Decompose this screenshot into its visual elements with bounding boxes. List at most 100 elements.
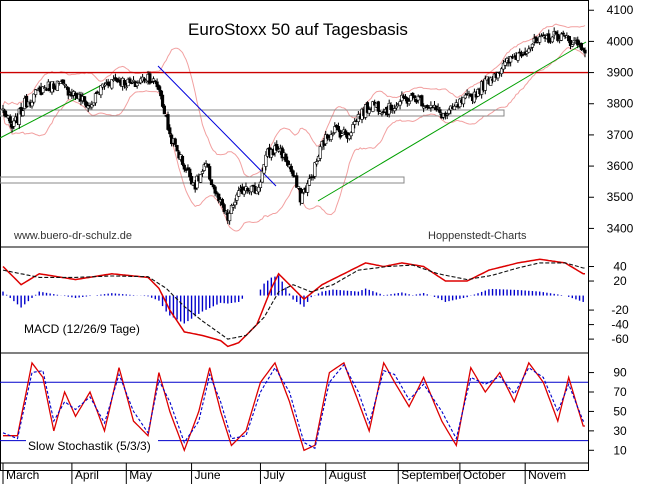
stochastic-lines [2,361,585,453]
candle-body [12,120,16,127]
candle-body [160,94,165,107]
candle-body [409,95,413,102]
candle-body [8,116,12,124]
candle-body [21,110,25,116]
candle-body [188,168,192,178]
macd-histogram [2,275,584,324]
candle-body [340,133,344,136]
candle-body [95,91,99,94]
candle-body [110,79,114,89]
candle-body [66,87,70,96]
candle-body [313,162,317,177]
candle-body [137,82,141,85]
candle-body [318,146,322,159]
stochastic-tick-label: 10 [613,443,627,457]
candle-body [527,48,531,53]
candle-body [155,81,159,88]
candle-body [393,108,397,112]
candle-body [398,101,402,106]
candle-body [186,167,190,170]
candle-body [173,138,177,145]
candle-body [122,79,127,86]
macd-tick-label: -60 [611,332,629,346]
candle-body [407,101,411,105]
candle-body [30,102,34,107]
candle-body [351,124,355,134]
macd-lines [2,258,585,348]
support-zone-3730 [0,109,505,117]
candle-body [284,153,288,162]
candle-body [175,145,179,152]
candle-body [425,104,429,108]
candle-body [541,34,545,37]
candle-body [429,105,433,108]
candle-body [251,184,255,187]
candle-body [228,213,232,222]
candle-body [550,36,554,43]
candle-body [414,98,418,103]
candle-body [324,134,328,145]
candle-body [461,96,466,105]
macd-signal-line [2,262,585,340]
candle-body [86,105,90,109]
candle-body [291,170,295,177]
candle-body [403,96,408,100]
candle-body [262,164,266,174]
candle-body [581,48,585,51]
candle-body [182,164,186,170]
macd-tick-label: 20 [613,274,627,288]
candle-body [237,190,241,197]
candle-body [463,94,467,99]
candle-body [579,42,583,50]
stochastic-label: Slow Stochastik (5/3/3) [28,439,151,453]
candle-body [150,81,154,83]
candle-body [286,160,290,166]
candle-body [1,108,5,111]
candle-body [222,204,226,213]
candle-body [295,175,299,188]
month-label: August [329,468,367,482]
price-tick-label: 3600 [607,159,634,173]
candle-body [416,95,420,101]
candle-body [378,111,382,114]
candle-body [233,201,237,206]
month-label: June [195,468,221,482]
stochastic-tick-label: 50 [613,404,627,418]
candle-body [229,205,234,214]
candle-body [111,79,116,81]
candle-body [525,51,529,54]
month-label: September [401,468,460,482]
candle-body [371,101,375,112]
candle-body [509,56,513,63]
candle-body [422,106,426,109]
candle-body [34,89,38,95]
stochastic-levels [0,381,588,442]
stochastic-axis-ticks: 90 70 50 30 10 [588,366,627,457]
macd-tick-label: -40 [611,318,629,332]
candle-body [102,84,107,87]
candle-body [576,39,580,46]
candle-body [202,164,206,171]
candle-body [311,176,315,179]
candle-body [153,80,157,83]
candle-body [347,134,351,139]
candle-body [93,93,98,104]
candle-body [63,83,67,86]
candle-body [556,33,560,41]
candle-body [530,43,535,48]
candle-body [64,85,69,88]
candle-body [199,174,203,183]
candle-body [394,105,399,109]
candle-body [246,187,250,192]
candle-body [90,104,94,108]
macd-label: MACD (12/26/9 Tage) [24,322,140,336]
candle-body [305,183,310,193]
macd-tick-label: 40 [613,260,627,274]
candle-body [135,82,139,87]
candle-body [336,126,341,131]
price-tick-label: 4000 [607,34,634,48]
candle-body [61,79,65,84]
price-tick-label: 3700 [607,128,634,142]
candle-body [365,102,370,113]
